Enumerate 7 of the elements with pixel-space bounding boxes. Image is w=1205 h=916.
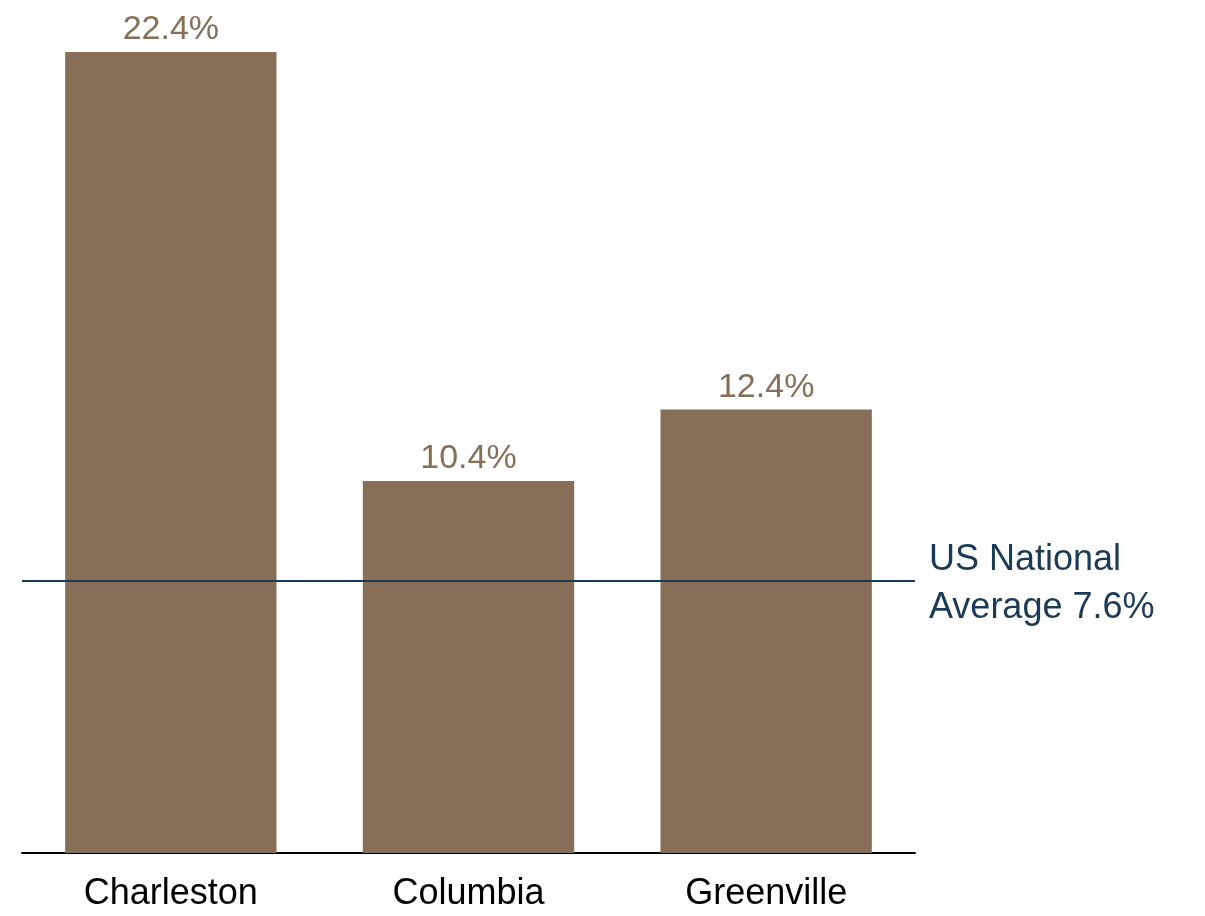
data-label: 10.4% xyxy=(420,437,517,476)
x-tick-label: Columbia xyxy=(392,870,546,912)
data-label: 22.4% xyxy=(122,8,220,46)
x-tick-label: Greenville xyxy=(685,870,848,912)
ref-line-label: US National Average 7.6% xyxy=(929,536,1155,626)
data-label: 12.4% xyxy=(717,365,815,404)
x-tick-label: Charleston xyxy=(83,870,258,912)
